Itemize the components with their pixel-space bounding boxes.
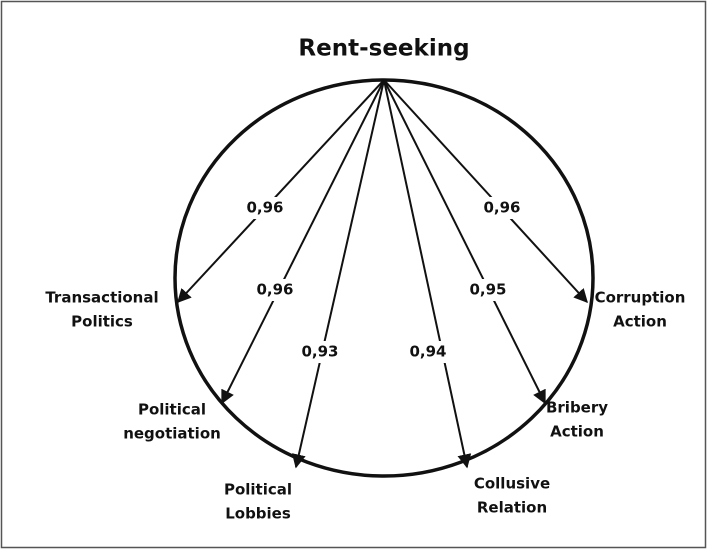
- node-label: Relation: [477, 499, 547, 517]
- loading-bg: [298, 341, 342, 363]
- arrow: [177, 79, 385, 304]
- loading-label: 0,93: [301, 343, 338, 361]
- arrow: [383, 79, 588, 304]
- node-label: Corruption: [595, 289, 686, 307]
- node-label: Political: [138, 401, 206, 419]
- loading-bg: [253, 279, 297, 301]
- circle: [173, 78, 595, 478]
- arrow: [383, 79, 472, 469]
- node-label: Collusive: [474, 475, 550, 493]
- node-label: Politics: [71, 313, 133, 331]
- node-label: Political: [224, 481, 292, 499]
- arrow: [291, 79, 385, 469]
- node-label: Lobbies: [225, 505, 291, 523]
- loading-bg: [466, 279, 510, 301]
- node-label: Action: [613, 313, 667, 331]
- arrow: [383, 79, 546, 405]
- loading-label: 0,96: [256, 281, 293, 299]
- loading-label: 0,96: [246, 199, 283, 217]
- loading-bg: [480, 197, 524, 219]
- root-label: Rent-seeking: [298, 36, 469, 62]
- node-label: Action: [550, 423, 604, 441]
- loading-bg: [243, 197, 287, 219]
- arrow: [221, 79, 385, 405]
- loading-bg: [406, 341, 450, 363]
- node-label: Bribery: [546, 399, 608, 417]
- loading-label: 0,94: [409, 343, 446, 361]
- loading-label: 0,95: [469, 281, 506, 299]
- node-label: Transactional: [45, 289, 158, 307]
- node-label: negotiation: [123, 425, 221, 443]
- loading-label: 0,96: [483, 199, 520, 217]
